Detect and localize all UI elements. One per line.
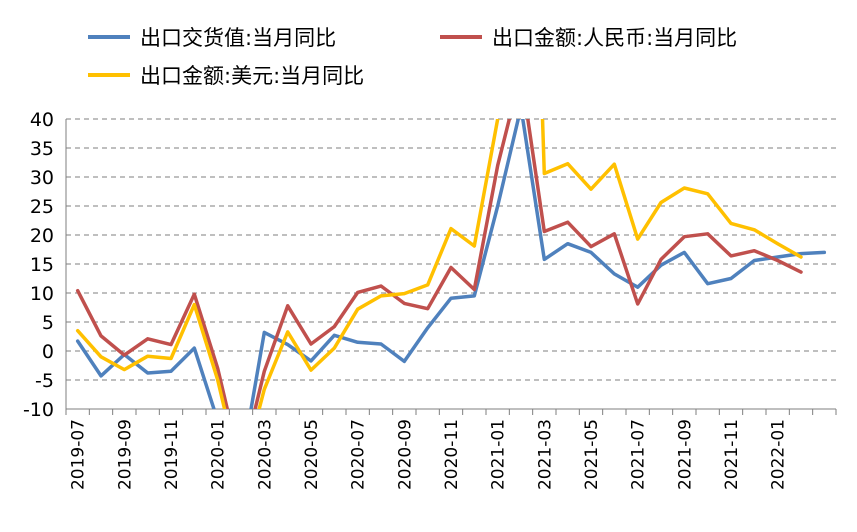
- x-tick-label: 2022-01: [769, 419, 789, 490]
- y-tick-label: 35: [30, 138, 54, 160]
- y-tick-label: 5: [42, 312, 54, 334]
- x-tick-label: 2021-09: [675, 419, 695, 490]
- y-tick-label: 30: [30, 167, 54, 189]
- y-tick-label: 10: [30, 283, 54, 305]
- x-tick-label: 2021-03: [535, 419, 555, 490]
- x-tick-label: 2021-11: [722, 419, 742, 490]
- x-tick-label: 2021-07: [629, 419, 649, 490]
- y-tick-label: -5: [35, 370, 54, 392]
- series-lines: [75, 119, 827, 409]
- x-tick-label: 2021-01: [489, 419, 509, 490]
- x-axis-ticks: 2019-07 2019-09 2019-11 2020-01 2020-03 2020-…: [65, 409, 837, 490]
- y-tick-label: 25: [30, 196, 54, 218]
- x-tick-label: 2019-07: [69, 419, 89, 490]
- series-line-1: [75, 119, 827, 409]
- y-tick-label: -10: [23, 399, 54, 421]
- legend-label-1: 出口交货值:当月同比: [140, 26, 336, 50]
- legend-label-2: 出口金额:人民币:当月同比: [492, 26, 737, 50]
- x-tick-label: 2020-09: [395, 419, 415, 490]
- x-tick-label: 2020-07: [349, 419, 369, 490]
- y-tick-label: 0: [42, 341, 54, 363]
- x-tick-label: 2019-11: [162, 419, 182, 490]
- y-axis-ticks: -10 -5 0 5 10 15 20 25 30 35 40: [23, 109, 54, 421]
- legend-label-3: 出口金额:美元:当月同比: [140, 64, 364, 88]
- series-line-3: [75, 119, 803, 409]
- series-line-2: [75, 119, 803, 409]
- x-tick-label: 2020-11: [442, 419, 462, 490]
- y-tick-label: 20: [30, 225, 54, 247]
- gridlines: [66, 118, 836, 381]
- x-tick-label: 2021-05: [582, 419, 602, 490]
- x-tick-label: 2020-05: [302, 419, 322, 490]
- x-tick-label: 2020-01: [209, 419, 229, 490]
- y-tick-label: 15: [30, 254, 54, 276]
- axes: [65, 119, 836, 410]
- x-tick-label: 2020-03: [255, 419, 275, 490]
- x-tick-label: 2019-09: [115, 419, 135, 490]
- y-tick-label: 40: [30, 109, 54, 131]
